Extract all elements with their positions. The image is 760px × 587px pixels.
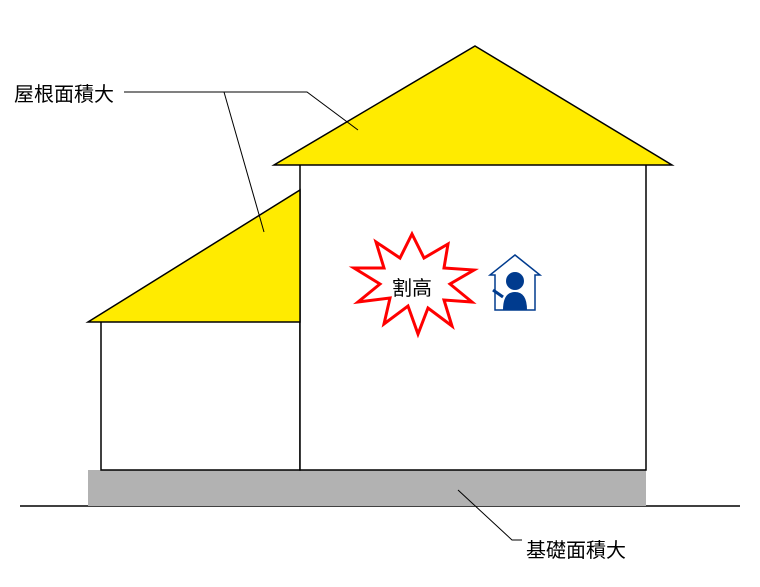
house-diagram-svg [0, 0, 760, 587]
foundation-area-label: 基礎面積大 [526, 534, 626, 563]
callout-label: 割高 [392, 272, 432, 301]
foundation-slab [88, 470, 646, 506]
leader-roof-main [124, 92, 358, 130]
extension-wall [101, 320, 300, 470]
main-roof [274, 46, 672, 165]
roof-area-label: 屋根面積大 [14, 78, 114, 107]
leader-roof-ext [124, 92, 264, 232]
main-wall [300, 163, 646, 470]
extension-roof [88, 190, 300, 322]
diagram-canvas: 屋根面積大 基礎面積大 割高 [0, 0, 760, 587]
